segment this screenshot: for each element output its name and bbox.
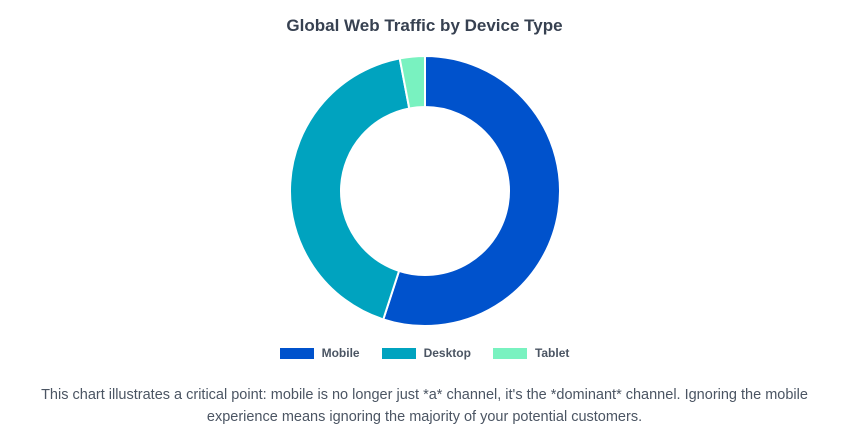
caption-line-1: This chart illustrates a critical point:…	[41, 387, 808, 403]
legend-label: Desktop	[423, 346, 471, 360]
chart-legend: Mobile Desktop Tablet	[0, 346, 849, 360]
legend-item-tablet[interactable]: Tablet	[492, 346, 570, 360]
donut-slice-tablet[interactable]	[398, 54, 426, 110]
legend-swatch	[381, 347, 416, 359]
legend-label: Mobile	[321, 346, 360, 360]
chart-title: Global Web Traffic by Device Type	[286, 16, 563, 35]
legend-label: Tablet	[534, 346, 570, 360]
caption-line-2: experience means ignoring the majority o…	[206, 409, 643, 425]
donut-slice-mobile[interactable]	[382, 54, 561, 327]
legend-item-desktop[interactable]: Desktop	[381, 346, 471, 360]
legend-swatch	[279, 347, 314, 359]
donut-slice-desktop[interactable]	[289, 57, 411, 321]
legend-swatch	[492, 347, 527, 359]
legend-item-mobile[interactable]: Mobile	[279, 346, 360, 360]
chart-caption: This chart illustrates a critical point:…	[0, 384, 849, 428]
